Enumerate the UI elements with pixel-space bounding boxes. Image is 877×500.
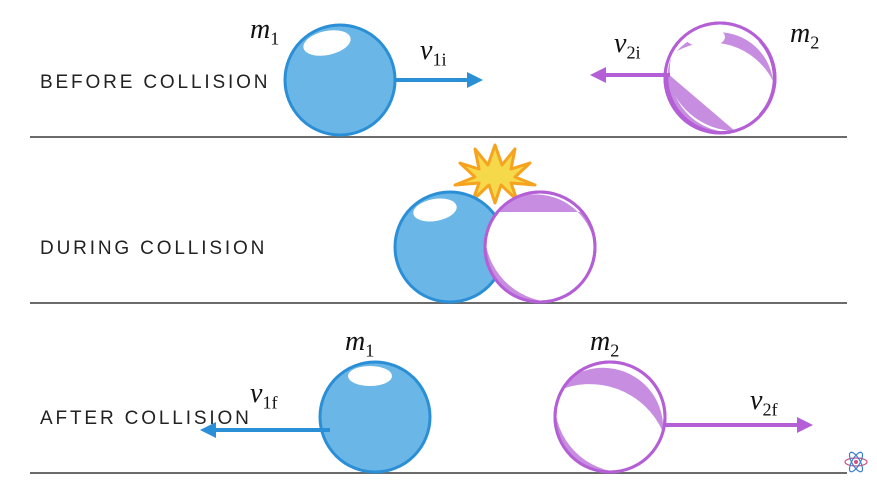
arrow-v1f [200, 420, 330, 440]
label-v1f: v1f [250, 378, 278, 414]
arrow-v1i [395, 70, 485, 90]
ball2-during [485, 192, 595, 302]
baseline-before [30, 136, 847, 138]
label-during: DURING COLLISION [40, 238, 267, 260]
label-v2i: v2i [614, 28, 641, 64]
label-m2-before: m2 [790, 18, 819, 54]
arrow-v2i [590, 65, 670, 85]
label-m2-after: m2 [590, 326, 619, 362]
arrow-v2f [665, 415, 815, 435]
label-v2f: v2f [750, 385, 778, 421]
ball1-after [320, 362, 430, 472]
atom-watermark-icon [844, 450, 868, 474]
label-v1i: v1i [420, 35, 447, 71]
ball2-after [555, 362, 665, 472]
ball1-before [285, 25, 395, 135]
label-m1-before: m1 [250, 14, 279, 50]
baseline-after [30, 472, 847, 474]
label-m1-after: m1 [345, 326, 374, 362]
label-before: BEFORE COLLISION [40, 72, 270, 94]
ball2-before [665, 23, 775, 133]
